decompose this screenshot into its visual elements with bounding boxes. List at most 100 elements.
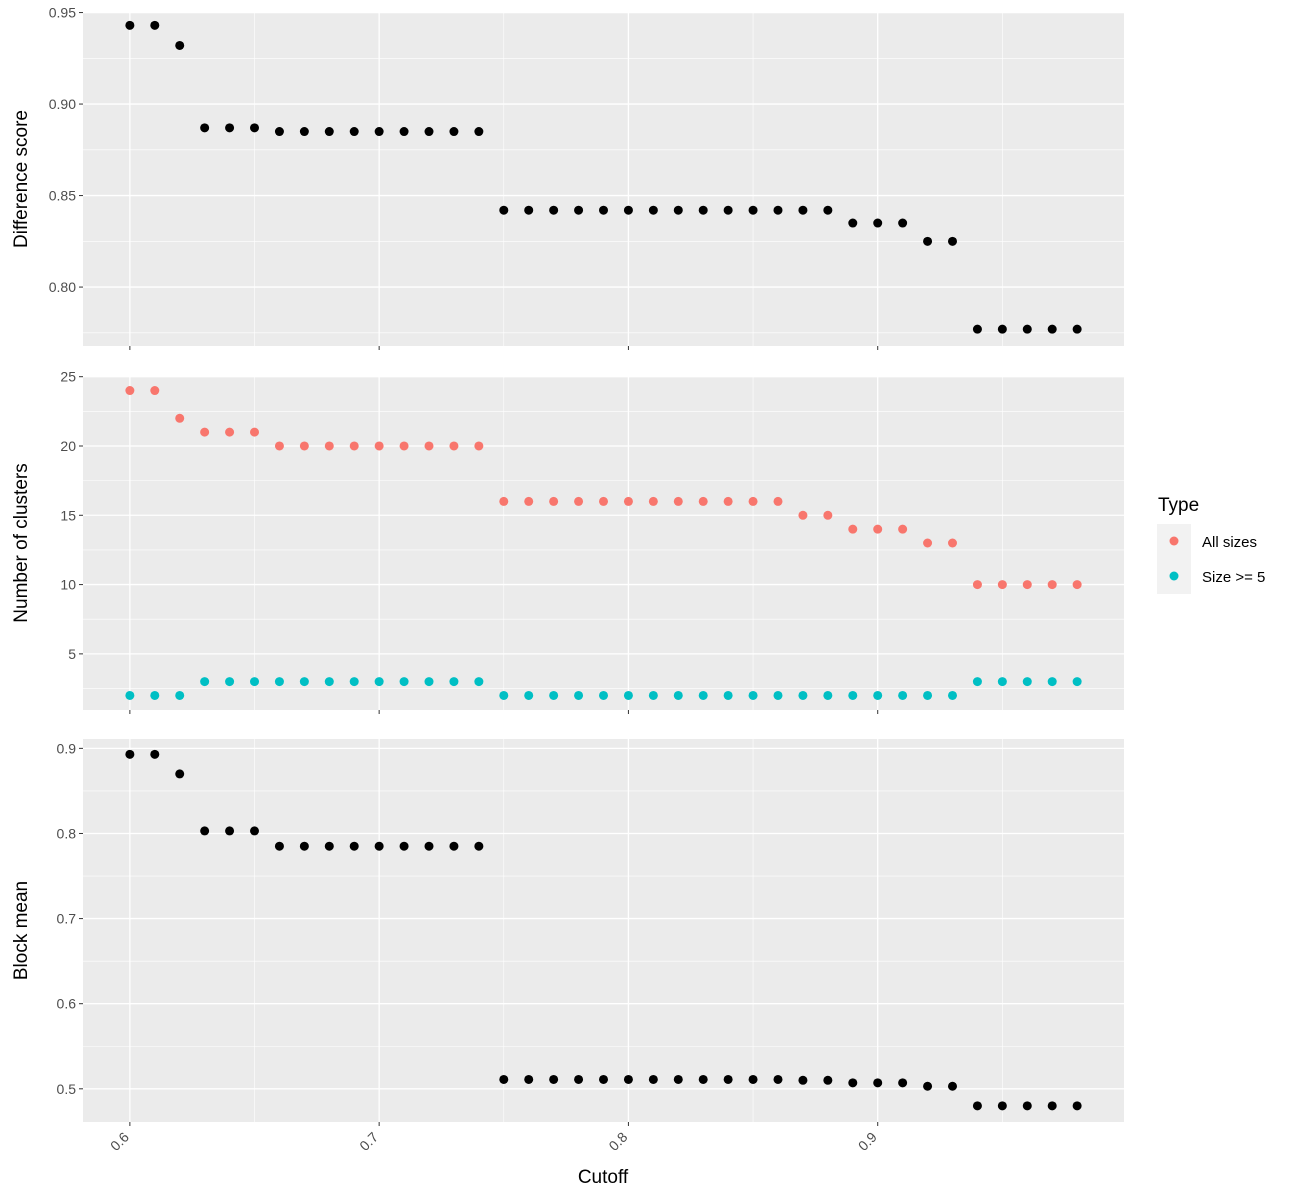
data-point	[773, 1074, 783, 1084]
data-point	[1072, 677, 1082, 687]
data-point	[399, 677, 409, 687]
data-point	[274, 677, 284, 687]
data-point	[474, 677, 484, 687]
data-point	[1022, 1101, 1032, 1111]
data-point	[848, 690, 858, 700]
data-point	[1047, 677, 1057, 687]
legend-key-all-sizes	[1169, 536, 1179, 546]
data-point	[150, 690, 160, 700]
data-point	[698, 496, 708, 506]
data-point	[947, 1081, 957, 1091]
data-point	[324, 677, 334, 687]
data-point	[150, 749, 160, 759]
series-all-sizes	[125, 386, 1082, 590]
panel-background	[83, 739, 1124, 1122]
data-point	[798, 1075, 808, 1085]
y-tick-label: 0.90	[49, 96, 76, 112]
data-point	[997, 1101, 1007, 1111]
data-point	[898, 1078, 908, 1088]
data-point	[250, 826, 260, 836]
data-point	[923, 1081, 933, 1091]
data-point	[150, 386, 160, 396]
data-point	[549, 205, 559, 215]
data-point	[449, 677, 459, 687]
data-point	[299, 441, 309, 451]
data-point	[524, 496, 534, 506]
data-point	[798, 205, 808, 215]
data-point	[374, 677, 384, 687]
data-point	[474, 127, 484, 137]
data-point	[574, 205, 584, 215]
data-point	[1047, 324, 1057, 334]
y-tick-label: 25	[60, 369, 76, 385]
data-point	[324, 841, 334, 851]
data-point	[1047, 1101, 1057, 1111]
data-point	[424, 841, 434, 851]
data-point	[1047, 580, 1057, 590]
data-point	[673, 690, 683, 700]
data-point	[349, 841, 359, 851]
data-point	[549, 1074, 559, 1084]
data-point	[225, 677, 235, 687]
data-point	[673, 205, 683, 215]
data-point	[250, 123, 260, 133]
panel-block-mean: 0.5 0.6 0.7 0.8 0.9 Block mean	[11, 739, 1124, 1126]
data-point	[349, 127, 359, 137]
data-point	[623, 205, 633, 215]
data-point	[848, 218, 858, 228]
data-point	[175, 690, 185, 700]
data-point	[274, 441, 284, 451]
data-point	[723, 496, 733, 506]
data-point	[923, 690, 933, 700]
data-point	[225, 123, 235, 133]
data-point	[424, 677, 434, 687]
data-point	[648, 1074, 658, 1084]
data-point	[623, 690, 633, 700]
data-point	[250, 427, 260, 437]
data-point	[125, 690, 135, 700]
data-point	[972, 677, 982, 687]
data-point	[399, 127, 409, 137]
series-size-5	[125, 677, 1082, 700]
data-point	[698, 690, 708, 700]
data-point	[648, 496, 658, 506]
data-point	[1072, 324, 1082, 334]
chart-panels: 0.80 0.85 0.90 0.95 Difference score 5 10 15 20 2…	[11, 5, 1124, 1126]
data-point	[623, 496, 633, 506]
legend-title: Type	[1158, 495, 1199, 516]
data-point	[848, 1078, 858, 1088]
data-point	[374, 841, 384, 851]
y-tick-label: 0.80	[49, 279, 76, 295]
data-point	[125, 20, 135, 30]
data-point	[125, 749, 135, 759]
data-point	[250, 677, 260, 687]
panel-number-of-clusters: 5 10 15 20 25 Number of clusters	[11, 369, 1124, 714]
data-point	[599, 690, 608, 700]
data-point	[374, 441, 384, 451]
data-point	[200, 826, 210, 836]
data-point	[499, 1074, 509, 1084]
y-tick-label: 0.95	[49, 5, 76, 21]
y-tick-label: 10	[60, 577, 76, 593]
data-point	[524, 1074, 534, 1084]
data-point	[524, 690, 534, 700]
data-point	[200, 123, 210, 133]
series-values	[125, 20, 1082, 334]
data-point	[599, 496, 608, 506]
data-point	[997, 580, 1007, 590]
data-point	[898, 690, 908, 700]
panel-background	[83, 12, 1124, 346]
data-point	[1072, 1101, 1082, 1111]
data-point	[972, 580, 982, 590]
data-point	[798, 510, 808, 520]
legend-label-all-sizes: All sizes	[1202, 534, 1257, 551]
data-point	[823, 690, 833, 700]
data-point	[449, 841, 459, 851]
x-tick-label: 0.9	[855, 1129, 880, 1154]
data-point	[623, 1074, 633, 1084]
data-point	[449, 441, 459, 451]
data-point	[823, 510, 833, 520]
data-point	[524, 205, 534, 215]
data-point	[175, 40, 185, 50]
